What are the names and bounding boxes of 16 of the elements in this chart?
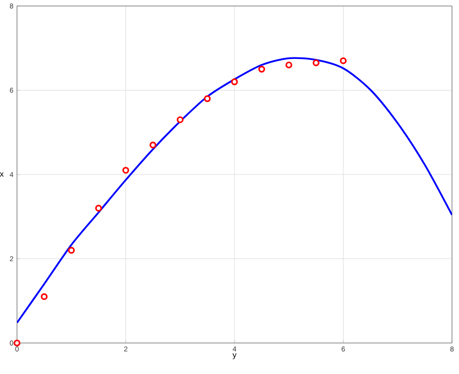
point — [340, 57, 347, 64]
point — [258, 66, 266, 73]
point — [312, 59, 320, 66]
line-series — [17, 57, 452, 324]
point — [122, 166, 130, 174]
y-axis-title: x — [0, 172, 4, 177]
point — [150, 142, 156, 148]
point — [40, 293, 48, 300]
point — [176, 116, 184, 124]
point — [231, 78, 238, 86]
point — [95, 204, 102, 212]
point — [68, 246, 75, 254]
point — [204, 95, 211, 102]
point — [14, 340, 20, 346]
point — [285, 62, 292, 68]
x-axis-title: y — [232, 353, 236, 360]
